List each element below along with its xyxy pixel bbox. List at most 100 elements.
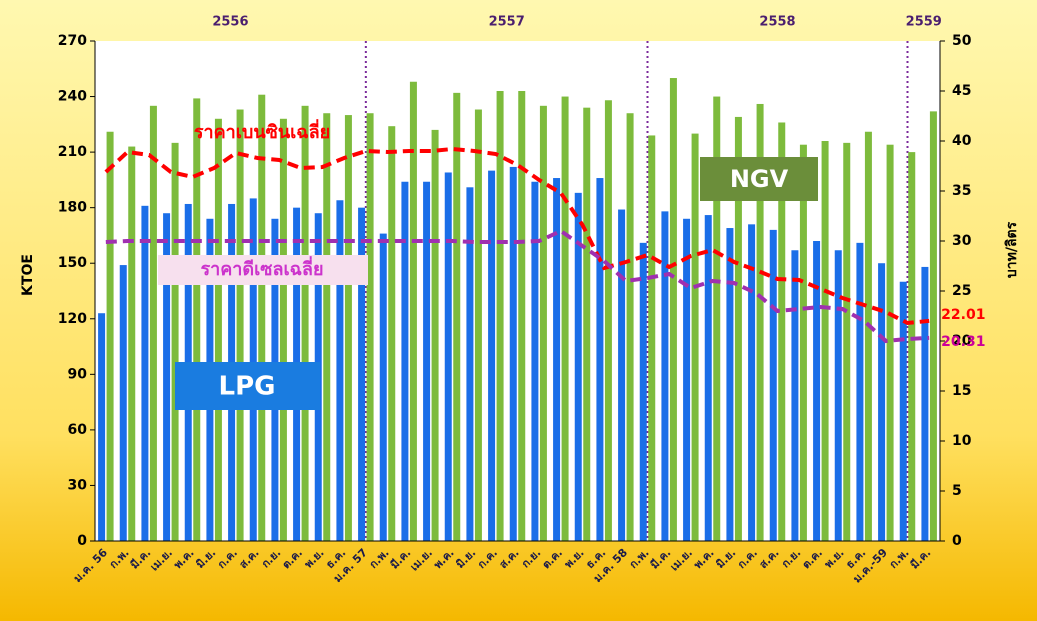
bar: [496, 91, 504, 541]
bar: [843, 142, 851, 541]
bar: [171, 142, 179, 541]
bar: [236, 109, 244, 541]
series-label: NGV: [730, 165, 789, 193]
bar: [98, 313, 106, 541]
bar: [301, 105, 309, 541]
bar: [518, 91, 526, 541]
bar: [661, 211, 669, 542]
bar: [539, 105, 547, 541]
y2-tick-label: 5: [952, 483, 962, 499]
bar: [366, 113, 374, 541]
series-label-box: [700, 157, 818, 201]
bar: [748, 224, 756, 542]
line: [105, 228, 930, 344]
y2-tick-label: 45: [952, 83, 971, 99]
bar: [626, 113, 634, 541]
bar: [279, 118, 287, 542]
bar: [726, 228, 734, 541]
series-label: ราคาเบนซินเฉลี่ย: [194, 119, 330, 143]
bar: [531, 181, 539, 542]
bar: [388, 126, 396, 542]
bar: [106, 131, 114, 542]
bar: [683, 218, 691, 541]
y-tick-label: 90: [68, 366, 88, 382]
bar: [799, 144, 807, 541]
bar: [193, 98, 201, 541]
series-label-box: [158, 255, 368, 285]
year-label: 2558: [759, 15, 795, 30]
bar: [756, 103, 764, 542]
line: [104, 146, 930, 326]
y2-tick-label: 50: [952, 33, 972, 49]
bar: [886, 144, 894, 541]
data-label: 20.31: [941, 334, 985, 350]
bar: [878, 263, 886, 541]
bar: [769, 229, 777, 541]
y-tick-label: 60: [68, 422, 88, 438]
y-tick-label: 30: [68, 477, 88, 493]
bar: [734, 116, 742, 541]
y2-tick-label: 15: [952, 383, 971, 399]
bar: [444, 172, 452, 541]
y-tick-label: 180: [58, 200, 87, 216]
bar: [453, 92, 461, 541]
bar: [379, 233, 387, 541]
bar: [604, 100, 612, 541]
year-label: 2557: [489, 15, 525, 30]
bar: [583, 107, 591, 542]
bar: [128, 146, 136, 542]
bar: [149, 105, 157, 541]
series-label-box: [175, 362, 320, 410]
y-tick-label: 120: [58, 311, 87, 327]
bar: [813, 241, 821, 541]
y2-tick-label: 30: [952, 233, 972, 249]
bar: [856, 242, 864, 541]
y-tick-label: 240: [58, 89, 87, 105]
y2-tick-label: 20: [952, 333, 972, 349]
year-label: 2556: [212, 15, 248, 30]
bar: [258, 94, 266, 541]
y2-tick-label: 0: [952, 533, 962, 549]
bar: [344, 115, 352, 542]
bar: [908, 152, 916, 541]
bar: [713, 96, 721, 542]
bar: [423, 181, 431, 542]
bar: [474, 109, 482, 541]
bar: [214, 118, 222, 542]
bar: [336, 200, 344, 541]
bar: [648, 135, 656, 541]
y-tick-label: 210: [58, 144, 87, 160]
y-tick-label: 270: [58, 33, 87, 49]
bar: [509, 166, 517, 542]
bar: [488, 170, 496, 541]
bar: [618, 209, 626, 541]
bar: [899, 281, 907, 541]
bar: [553, 178, 561, 541]
bar: [409, 81, 417, 542]
series-label: ราคาดีเซลเฉลี่ย: [200, 256, 323, 280]
bar: [323, 113, 331, 541]
bar: [921, 266, 929, 541]
y2-tick-label: 35: [952, 183, 971, 199]
bar: [864, 131, 872, 542]
bar: [778, 122, 786, 542]
y-axis-label: KTOE: [20, 254, 36, 296]
bar: [669, 78, 677, 541]
y-tick-label: 150: [58, 255, 87, 271]
bar: [929, 111, 937, 542]
bar: [163, 213, 171, 541]
year-label: 2559: [906, 15, 942, 30]
bar: [791, 250, 799, 541]
bar: [704, 215, 712, 541]
bar: [119, 265, 127, 541]
bar: [358, 207, 366, 541]
bar: [141, 205, 149, 541]
bar: [574, 192, 582, 541]
bar: [834, 250, 842, 541]
y2-tick-label: 10: [952, 433, 972, 449]
bar: [561, 96, 569, 542]
plot-area: [95, 41, 940, 541]
y-tick-label: 0: [77, 533, 87, 549]
series-label: LPG: [219, 372, 276, 402]
bar: [639, 242, 647, 541]
